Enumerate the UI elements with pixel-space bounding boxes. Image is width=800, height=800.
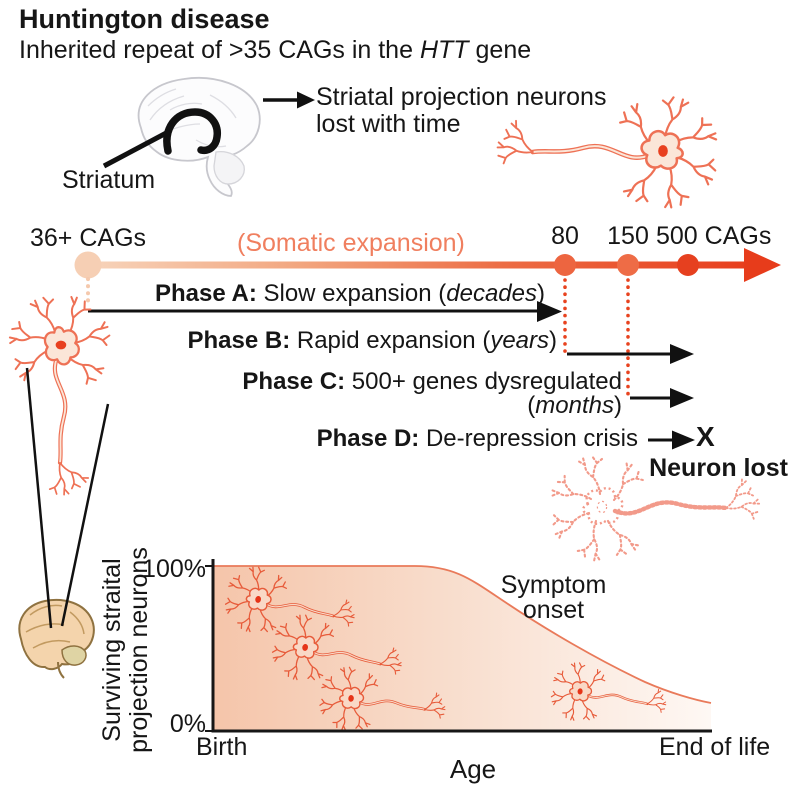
phase-d-arrow bbox=[648, 430, 695, 450]
phase-b-arrow bbox=[567, 344, 694, 364]
phase-a-arrow bbox=[88, 301, 562, 322]
phase-d-desc: De-repression crisis bbox=[419, 425, 638, 452]
somatic-expansion-label: (Somatic expansion) bbox=[237, 229, 465, 257]
neuron-lost-label: Neuron lost bbox=[649, 454, 788, 482]
y-tick-0: 0% bbox=[169, 710, 206, 738]
phase-c-name: Phase C: bbox=[242, 368, 346, 395]
cag-timeline bbox=[74, 248, 781, 398]
phase-a-name: Phase A: bbox=[155, 280, 257, 307]
striatum-pointer-line bbox=[102, 128, 172, 169]
figure-subtitle: Inherited repeat of >35 CAGs in the HTT … bbox=[19, 37, 531, 64]
timeline-dot-36 bbox=[74, 251, 102, 279]
tick-label-150: 150 bbox=[607, 222, 649, 250]
phase-a-label: Phase A: Slow expansion (decades) bbox=[155, 280, 545, 307]
brain-note: Striatal projection neurons lost with ti… bbox=[316, 84, 606, 138]
timeline-arrowhead bbox=[744, 248, 781, 282]
phase-c-label: Phase C: 500+ genes dysregulated (months… bbox=[242, 368, 622, 419]
chart-axes bbox=[205, 559, 712, 733]
phase-b-label: Phase B: Rapid expansion (years) bbox=[187, 327, 557, 354]
subtitle-suffix: gene bbox=[468, 36, 532, 64]
y-tick-100: 100% bbox=[142, 555, 206, 583]
symptom-onset-line2: onset bbox=[522, 596, 585, 624]
y-axis-label-line1: Surviving straital bbox=[98, 558, 126, 742]
phase-c-desc: 500+ genes dysregulated bbox=[345, 368, 622, 395]
timeline-dot-150 bbox=[617, 254, 639, 276]
neuron-death-x-mark: X bbox=[696, 421, 715, 452]
x-tick-birth: Birth bbox=[196, 733, 248, 761]
survival-area bbox=[214, 566, 711, 731]
timeline-dot-80 bbox=[554, 254, 576, 276]
brain-note-line1: Striatal projection neurons bbox=[316, 83, 607, 111]
timeline-start-label: 36+ CAGs bbox=[30, 224, 147, 252]
tick-label-80: 80 bbox=[551, 222, 579, 250]
magnification-callout-lines bbox=[25, 367, 110, 629]
chart-x-axis-label: Age bbox=[449, 754, 497, 784]
striatum-shape bbox=[163, 108, 221, 155]
survival-curve bbox=[214, 565, 712, 704]
phase-c-arrow bbox=[630, 388, 694, 408]
brain-note-arrow bbox=[263, 91, 315, 109]
symptom-onset-annotation: Symptom onset bbox=[481, 573, 626, 623]
phase-b-name: Phase B: bbox=[187, 327, 291, 354]
phase-d-label: Phase D: De-repression crisis bbox=[317, 426, 638, 451]
phase-a-duration: decades bbox=[446, 280, 537, 307]
phase-b-desc: Rapid expansion ( bbox=[290, 327, 491, 354]
survival-chart bbox=[205, 559, 712, 746]
figure-title: Huntington disease bbox=[19, 4, 270, 34]
striatum-label: Striatum bbox=[62, 166, 156, 194]
subtitle-prefix: Inherited repeat of >35 CAGs in the bbox=[19, 36, 420, 64]
phase-c-duration: months bbox=[535, 392, 614, 419]
gene-name: HTT bbox=[419, 36, 469, 64]
phase-b-duration: years bbox=[490, 327, 549, 354]
brain-note-line2: lost with time bbox=[316, 110, 461, 138]
x-tick-end-of-life: End of life bbox=[659, 733, 771, 761]
phase-d-name: Phase D: bbox=[316, 425, 420, 452]
symptom-onset-line1: Symptom bbox=[500, 571, 607, 599]
brain-sagittal-icon bbox=[102, 77, 261, 197]
tick-label-500: 500 CAGs bbox=[656, 222, 772, 250]
timeline-dot-500 bbox=[677, 254, 699, 276]
brain-lateral-icon bbox=[18, 599, 95, 679]
phase-a-desc: Slow expansion ( bbox=[256, 280, 447, 307]
